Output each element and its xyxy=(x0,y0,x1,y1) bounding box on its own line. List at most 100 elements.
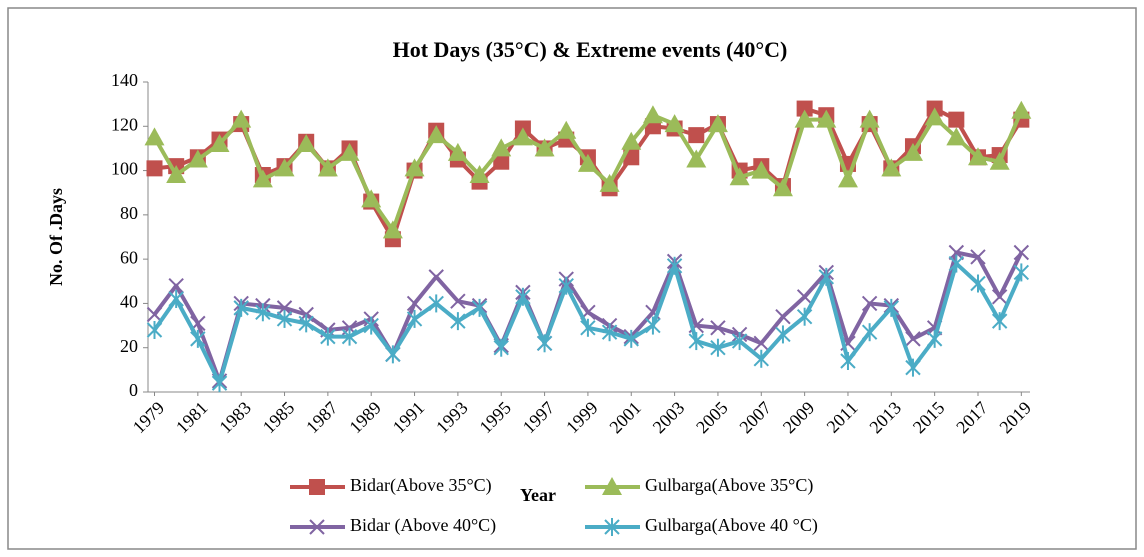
legend-label: Bidar (Above 40°C) xyxy=(350,515,496,536)
data-point xyxy=(404,158,425,177)
y-tick-label: 20 xyxy=(120,336,138,356)
data-point xyxy=(642,105,663,124)
data-point xyxy=(233,298,249,317)
data-point xyxy=(840,352,856,370)
data-point xyxy=(775,309,791,325)
legend-marker xyxy=(309,479,325,495)
marker-stroke xyxy=(1013,244,1030,261)
data-point xyxy=(320,327,336,346)
chart-title: Hot Days (35°C) & Extreme events (40°C) xyxy=(393,37,788,62)
data-point xyxy=(252,169,273,188)
data-point xyxy=(905,358,921,377)
data-point xyxy=(536,334,553,353)
data-point xyxy=(688,127,705,144)
marker-stroke xyxy=(428,269,444,285)
data-point xyxy=(772,178,793,197)
data-point xyxy=(512,127,533,146)
data-point xyxy=(859,109,880,128)
data-point xyxy=(296,134,317,152)
data-point xyxy=(255,303,271,322)
data-point xyxy=(948,254,965,273)
marker-stroke xyxy=(450,293,466,309)
data-point xyxy=(556,120,577,139)
data-point xyxy=(144,127,165,146)
data-point xyxy=(710,320,726,336)
data-point xyxy=(796,289,813,305)
data-point xyxy=(710,338,726,357)
y-axis-label: No. Of .Days xyxy=(46,188,66,286)
data-point xyxy=(926,329,943,348)
data-point xyxy=(599,173,620,192)
data-point xyxy=(946,127,967,146)
data-point xyxy=(794,109,815,128)
data-point xyxy=(558,276,574,295)
data-point xyxy=(298,314,314,333)
data-point xyxy=(729,167,750,186)
marker-stroke xyxy=(948,244,965,261)
data-point xyxy=(428,269,444,285)
chart-frame xyxy=(7,7,1137,550)
data-point xyxy=(905,331,921,347)
legend-marker xyxy=(602,477,622,495)
data-point xyxy=(493,338,509,357)
data-point xyxy=(317,158,338,177)
data-point xyxy=(339,142,360,161)
y-tick-label: 120 xyxy=(111,114,138,134)
data-point xyxy=(664,114,685,133)
legend-label: Gulbarga(Above 40 °C) xyxy=(645,515,818,536)
data-point xyxy=(948,244,965,261)
data-point xyxy=(190,329,206,348)
data-point xyxy=(1011,100,1032,119)
data-point xyxy=(580,318,596,337)
data-point xyxy=(967,147,988,166)
data-point xyxy=(688,332,704,351)
data-point xyxy=(861,295,878,312)
legend-label: Bidar(Above 35°C) xyxy=(350,475,492,496)
data-point xyxy=(1013,244,1030,261)
marker-stroke xyxy=(775,309,791,325)
data-point xyxy=(493,153,510,170)
data-point xyxy=(601,323,618,342)
data-point xyxy=(686,149,707,168)
data-point xyxy=(168,290,184,308)
data-point xyxy=(796,307,813,326)
data-point xyxy=(469,165,490,183)
data-point xyxy=(948,111,965,128)
data-point xyxy=(751,160,772,179)
data-point xyxy=(970,274,986,293)
data-point xyxy=(623,329,639,348)
marker-stroke xyxy=(861,295,878,312)
data-point xyxy=(861,323,878,342)
data-point xyxy=(211,374,228,393)
data-point xyxy=(991,289,1008,305)
data-point xyxy=(166,165,187,183)
data-point xyxy=(645,316,661,335)
data-point xyxy=(341,327,358,346)
data-point xyxy=(276,309,293,328)
data-point xyxy=(231,109,252,128)
data-point xyxy=(837,169,858,188)
data-point xyxy=(447,142,468,161)
data-point xyxy=(276,300,293,316)
data-point xyxy=(924,107,945,126)
data-point xyxy=(621,131,642,150)
marker-stroke xyxy=(753,335,769,351)
data-point xyxy=(406,295,423,312)
x-axis-label: Year xyxy=(520,485,556,505)
marker-stroke xyxy=(710,320,726,336)
data-point xyxy=(363,316,379,335)
data-point xyxy=(1013,263,1030,282)
data-point xyxy=(146,306,163,323)
data-point xyxy=(577,153,598,172)
marker-stroke xyxy=(309,519,325,535)
data-point xyxy=(385,345,401,364)
legend-label: Gulbarga(Above 35°C) xyxy=(645,475,813,496)
marker-stroke xyxy=(168,278,184,294)
data-point xyxy=(902,142,923,161)
data-point xyxy=(450,293,466,309)
data-point xyxy=(989,151,1010,170)
marker-stroke xyxy=(970,249,986,265)
data-point xyxy=(775,325,791,344)
data-point xyxy=(816,109,837,128)
data-point xyxy=(707,114,728,133)
